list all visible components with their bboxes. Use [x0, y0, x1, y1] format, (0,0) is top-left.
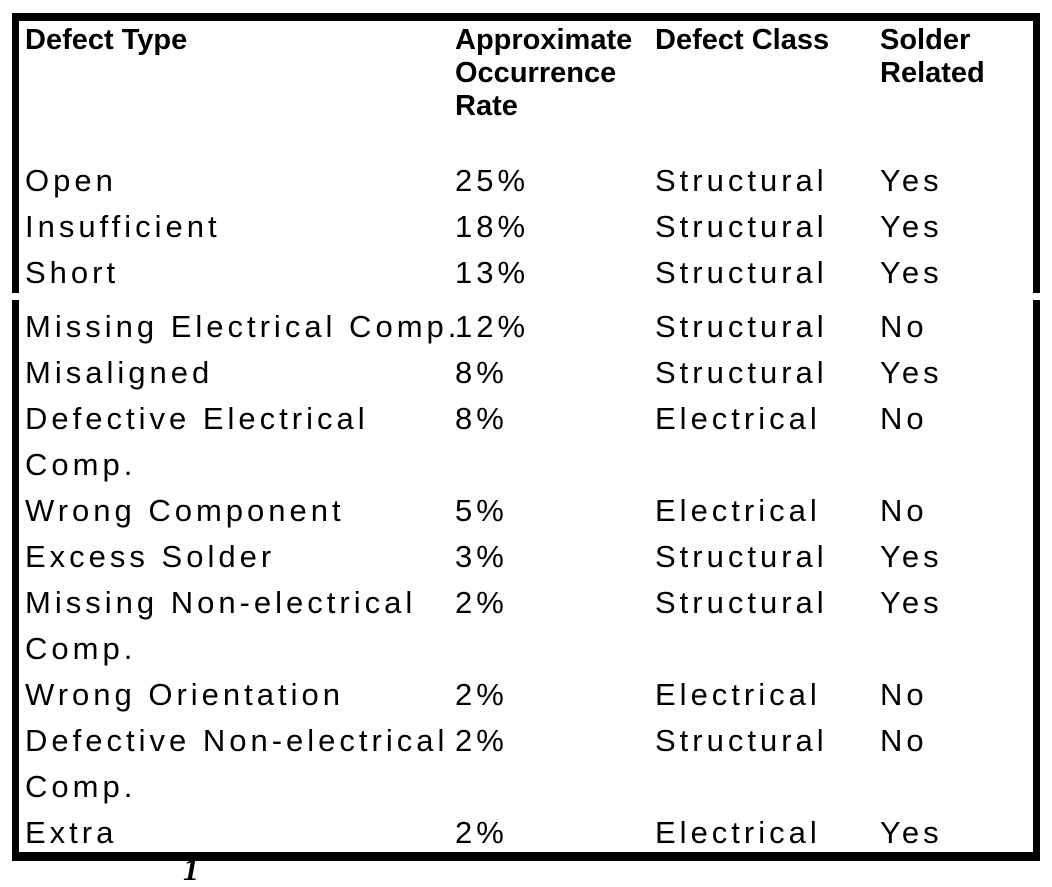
cell-defect-type: Defective Electrical Comp.	[25, 401, 369, 482]
caption-fragment: 1	[183, 851, 199, 887]
cell-defect-class: Electrical	[655, 815, 821, 850]
table-row: Defective Electrical Comp. 8% Electrical…	[19, 396, 1033, 488]
page-break-notch-right	[1031, 293, 1042, 300]
cell-defect-type: Defective Non-electrical Comp.	[25, 723, 449, 804]
cell-defect-class: Structural	[655, 723, 828, 758]
cell-occurrence-rate: 2%	[455, 677, 508, 712]
table-row: Misaligned 8% Structural Yes	[19, 350, 1033, 396]
cell-defect-class: Structural	[655, 309, 828, 344]
cell-occurrence-rate: 8%	[455, 401, 508, 436]
cell-defect-type: Short	[25, 255, 120, 290]
table-row: Insufficient 18% Structural Yes	[19, 204, 1033, 250]
cell-defect-type: Missing Non-electrical Comp.	[25, 585, 417, 666]
cell-defect-class: Electrical	[655, 401, 821, 436]
cell-defect-class: Structural	[655, 355, 828, 390]
cell-solder-related: Yes	[880, 539, 943, 574]
table-row: Open 25% Structural Yes	[19, 158, 1033, 204]
cell-defect-type: Open	[25, 163, 117, 198]
table-row: Excess Solder 3% Structural Yes	[19, 534, 1033, 580]
table-row: Missing Non-electrical Comp. 2% Structur…	[19, 580, 1033, 672]
column-header-defect-type: Defect Type	[25, 24, 188, 56]
cell-defect-class: Structural	[655, 539, 828, 574]
header-row: Defect Type Approximate Occurrence Rate …	[19, 21, 1033, 158]
table-row: Extra 2% Electrical Yes	[19, 810, 1033, 852]
cell-defect-class: Electrical	[655, 493, 821, 528]
cell-occurrence-rate: 2%	[455, 585, 508, 620]
cell-occurrence-rate: 12%	[455, 309, 530, 344]
cell-defect-type: Wrong Component	[25, 493, 345, 528]
cell-occurrence-rate: 2%	[455, 815, 508, 850]
cell-occurrence-rate: 25%	[455, 163, 530, 198]
page-break-notch-left	[10, 293, 21, 300]
column-header-occurrence-rate: Approximate Occurrence Rate	[455, 24, 633, 122]
cell-occurrence-rate: 18%	[455, 209, 530, 244]
cell-defect-type: Excess Solder	[25, 539, 276, 574]
cell-defect-class: Electrical	[655, 677, 821, 712]
cell-solder-related: Yes	[880, 355, 943, 390]
cell-occurrence-rate: 2%	[455, 723, 508, 758]
cell-solder-related: Yes	[880, 815, 943, 850]
column-header-defect-class: Defect Class	[655, 24, 830, 56]
cell-solder-related: No	[880, 723, 928, 758]
cell-defect-type: Wrong Orientation	[25, 677, 344, 712]
table-header: Defect Type Approximate Occurrence Rate …	[19, 21, 1033, 158]
cell-solder-related: Yes	[880, 255, 943, 290]
cell-solder-related: No	[880, 401, 928, 436]
cell-occurrence-rate: 5%	[455, 493, 508, 528]
table-row: Defective Non-electrical Comp. 2% Struct…	[19, 718, 1033, 810]
table-body: Open 25% Structural Yes Insufficient 18%…	[19, 158, 1033, 852]
cell-solder-related: Yes	[880, 209, 943, 244]
table-row: Wrong Component 5% Electrical No	[19, 488, 1033, 534]
cell-solder-related: No	[880, 493, 928, 528]
cell-solder-related: Yes	[880, 163, 943, 198]
cell-defect-class: Structural	[655, 585, 828, 620]
cell-defect-type: Missing Electrical Comp.	[25, 309, 461, 344]
cell-occurrence-rate: 13%	[455, 255, 530, 290]
cell-occurrence-rate: 8%	[455, 355, 508, 390]
cell-defect-type: Misaligned	[25, 355, 214, 390]
cell-occurrence-rate: 3%	[455, 539, 508, 574]
cell-defect-type: Extra	[25, 815, 118, 850]
table-row: Short 13% Structural Yes	[19, 250, 1033, 296]
cell-defect-type: Insufficient	[25, 209, 221, 244]
defect-table: Defect Type Approximate Occurrence Rate …	[19, 21, 1033, 852]
cell-solder-related: No	[880, 309, 928, 344]
defect-table-frame: Defect Type Approximate Occurrence Rate …	[12, 13, 1040, 861]
cell-solder-related: Yes	[880, 585, 943, 620]
cell-defect-class: Structural	[655, 255, 828, 290]
cell-defect-class: Structural	[655, 209, 828, 244]
table-row: Missing Electrical Comp. 12% Structural …	[19, 296, 1033, 350]
column-header-solder-related: Solder Related	[880, 24, 985, 89]
table-row: Wrong Orientation 2% Electrical No	[19, 672, 1033, 718]
cell-solder-related: No	[880, 677, 928, 712]
cell-defect-class: Structural	[655, 163, 828, 198]
